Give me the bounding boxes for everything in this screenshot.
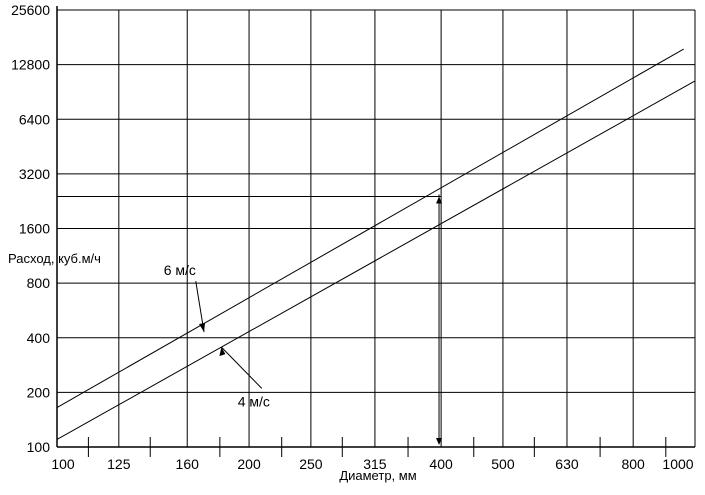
- series-label-6ms: 6 м/с: [164, 262, 196, 278]
- x-tick-label: 400: [429, 456, 453, 472]
- y-tick-label: 25600: [11, 2, 50, 18]
- series-label-4ms-arrowhead: [219, 347, 226, 357]
- y-tick-label: 3200: [19, 166, 50, 182]
- x-tick-label: 160: [176, 456, 200, 472]
- reading-arrowhead-bottom: [436, 438, 443, 445]
- series-label-4ms-leader: [221, 346, 263, 389]
- series-line-4ms: [56, 80, 696, 440]
- series-line-6ms: [56, 48, 684, 408]
- x-tick-label: 1000: [662, 456, 693, 472]
- tick-labels: 100 125 160 200 250 315 400 500 630 800 1000 100 200…: [11, 2, 694, 472]
- series-group: [56, 48, 696, 440]
- y-axis-label: Расход, куб.м/ч: [8, 251, 101, 266]
- grid: [56, 6, 696, 457]
- x-tick-label: 125: [107, 456, 131, 472]
- x-axis-label: Диаметр, мм: [339, 468, 416, 483]
- x-tick-label: 315: [363, 456, 387, 472]
- x-tick-label: 100: [51, 456, 75, 472]
- x-tick-label: 800: [621, 456, 645, 472]
- series-label-6ms-arrowhead: [199, 323, 206, 333]
- y-tick-label: 200: [27, 384, 51, 400]
- x-tick-label: 250: [299, 456, 323, 472]
- x-tick-label: 500: [491, 456, 515, 472]
- series-label-4ms: 4 м/с: [238, 393, 270, 409]
- reading-arrowhead-top: [436, 196, 443, 204]
- y-tick-label: 6400: [19, 111, 50, 127]
- x-tick-label: 200: [237, 456, 261, 472]
- y-tick-label: 800: [27, 275, 51, 291]
- y-tick-label: 400: [27, 330, 51, 346]
- example-reading: [57, 194, 443, 445]
- y-tick-label: 1600: [19, 221, 50, 237]
- x-tick-label: 630: [555, 456, 579, 472]
- y-tick-label: 100: [27, 439, 51, 455]
- y-tick-label: 12800: [11, 57, 50, 73]
